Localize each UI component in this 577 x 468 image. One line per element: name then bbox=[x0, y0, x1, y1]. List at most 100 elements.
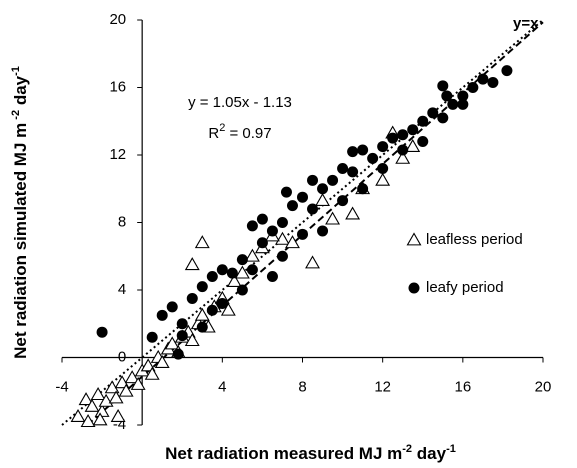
r-squared-part: = 0.97 bbox=[225, 125, 271, 142]
circle-point bbox=[437, 80, 449, 92]
triangle-point bbox=[108, 390, 124, 404]
x-tick-label: 12 bbox=[374, 378, 391, 395]
r-squared-part: 2 bbox=[219, 122, 225, 134]
triangle-point bbox=[244, 248, 260, 262]
circle-point bbox=[357, 144, 369, 156]
circle-point bbox=[317, 225, 329, 237]
y-axis-title: Net radiation simulated MJ m -2 day-1 bbox=[10, 66, 31, 359]
circle-point bbox=[276, 217, 288, 228]
circle-point bbox=[397, 129, 409, 141]
x-axis-title: Net radiation measured MJ m-2 day-1 bbox=[165, 443, 456, 464]
circle-point bbox=[337, 163, 349, 174]
circle-point bbox=[236, 284, 248, 296]
circle-point bbox=[467, 82, 479, 93]
triangle-point bbox=[164, 336, 180, 350]
circle-point bbox=[337, 195, 349, 207]
circle-point bbox=[457, 98, 469, 110]
triangle-point bbox=[345, 206, 361, 220]
circle-point bbox=[427, 107, 439, 119]
triangle-point bbox=[305, 255, 320, 269]
circle-point bbox=[408, 282, 420, 294]
circle-point bbox=[397, 144, 409, 156]
circle-point bbox=[307, 203, 319, 215]
triangle-point bbox=[90, 387, 106, 401]
circle-point bbox=[417, 136, 429, 147]
y-axis-title-part: -2 bbox=[10, 110, 22, 123]
circle-point bbox=[146, 331, 158, 343]
triangle-point bbox=[405, 138, 421, 152]
circle-point bbox=[172, 348, 184, 360]
circle-point bbox=[357, 183, 369, 195]
circle-point bbox=[447, 98, 459, 110]
circle-point bbox=[417, 115, 429, 127]
y-tick-label: 12 bbox=[109, 146, 126, 163]
triangle-point bbox=[110, 408, 126, 422]
triangle-point bbox=[154, 354, 170, 368]
x-tick-label: -4 bbox=[55, 378, 68, 395]
circle-point bbox=[226, 267, 238, 279]
circle-point bbox=[216, 264, 228, 276]
circle-point bbox=[317, 183, 329, 195]
r-squared-part: R bbox=[208, 125, 219, 142]
triangle-point bbox=[70, 408, 86, 422]
circle-point bbox=[156, 309, 168, 321]
circle-point bbox=[166, 301, 178, 313]
triangle-point bbox=[315, 192, 330, 206]
triangle-point bbox=[130, 376, 146, 390]
circle-point bbox=[407, 124, 419, 136]
circle-point bbox=[280, 186, 292, 198]
circle-point bbox=[441, 90, 453, 102]
y-tick-label: 20 bbox=[109, 11, 126, 28]
circle-point bbox=[196, 321, 208, 333]
circle-point bbox=[437, 112, 449, 124]
equation: y = 1.05x - 1.13 bbox=[188, 94, 292, 111]
identity-label: y=x bbox=[513, 15, 539, 32]
triangle-point bbox=[375, 172, 391, 186]
triangle-point bbox=[406, 232, 422, 246]
circle-point bbox=[501, 65, 513, 77]
circle-point bbox=[256, 213, 268, 225]
triangle-point bbox=[220, 302, 236, 316]
triangle-point bbox=[325, 211, 341, 225]
circle-point bbox=[266, 225, 278, 237]
x-axis-title-part: -1 bbox=[446, 443, 456, 455]
circle-point bbox=[186, 292, 198, 304]
circle-point bbox=[176, 330, 188, 342]
circle-point bbox=[297, 228, 308, 240]
circle-point bbox=[246, 264, 258, 276]
circle-point bbox=[487, 76, 499, 88]
circle-point bbox=[176, 318, 188, 330]
circle-point bbox=[256, 237, 268, 249]
x-tick-label: 16 bbox=[454, 378, 471, 395]
circle-point bbox=[206, 304, 218, 316]
circle-point bbox=[367, 152, 379, 164]
y-axis-title-part: day bbox=[11, 75, 30, 110]
circle-point bbox=[216, 298, 228, 309]
circle-point bbox=[327, 174, 339, 186]
circle-point bbox=[457, 90, 469, 102]
circle-point bbox=[307, 174, 319, 186]
circle-point bbox=[297, 191, 308, 203]
triangle-point bbox=[92, 412, 108, 426]
identity-line bbox=[61, 19, 544, 426]
x-axis-title-part: Net radiation measured MJ m bbox=[165, 444, 402, 463]
triangle-point bbox=[234, 265, 250, 279]
triangle-point bbox=[78, 392, 94, 406]
triangle-point bbox=[80, 414, 96, 428]
circle-point bbox=[477, 73, 489, 85]
x-axis-title-part: -2 bbox=[402, 443, 412, 455]
circle-point bbox=[347, 166, 359, 178]
circle-point bbox=[196, 281, 208, 293]
triangle-point bbox=[184, 333, 200, 347]
triangle-point bbox=[84, 398, 100, 412]
y-axis-title-part: -1 bbox=[10, 66, 22, 76]
triangle-point bbox=[194, 307, 210, 321]
circle-point bbox=[246, 220, 258, 232]
triangle-point bbox=[395, 150, 411, 164]
circle-point bbox=[96, 326, 108, 338]
triangle-point bbox=[118, 383, 134, 397]
circle-point bbox=[387, 132, 399, 144]
x-tick-label: 8 bbox=[298, 378, 306, 395]
x-axis-title-part: day bbox=[412, 444, 447, 463]
y-tick-label: 8 bbox=[118, 213, 126, 230]
